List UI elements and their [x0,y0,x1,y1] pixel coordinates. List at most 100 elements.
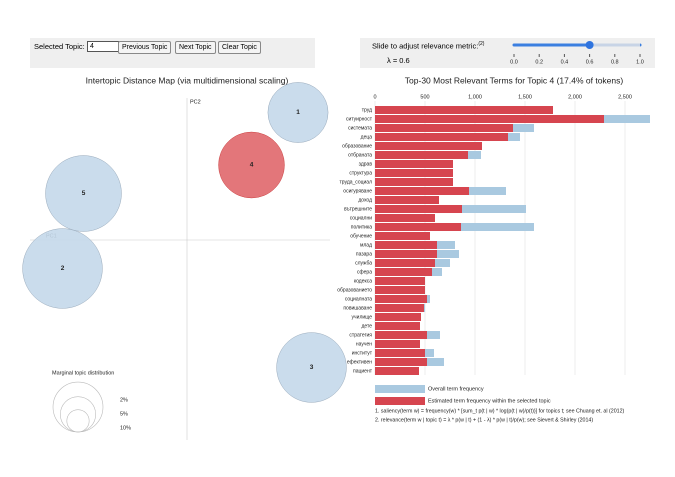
next-button[interactable]: Next Topic [175,41,216,54]
bar [375,268,432,276]
term-label: труда_социал [339,179,372,185]
bar [375,178,453,186]
footnote: 2. relevance(term w | topic t) = λ * p(w… [375,417,593,423]
bar [375,124,513,132]
term-label: обучение [350,233,372,239]
bar [375,322,420,330]
bar [375,151,468,159]
size-legend-circle [60,396,96,433]
term-label: пациент [353,368,373,374]
topic-panel [30,38,315,68]
term-label: стратегия [349,332,372,338]
size-legend-label: 5% [120,411,128,417]
x-tick-label: 2,000 [568,94,582,100]
lambda-label: λ = 0.6 [387,56,410,65]
slider-tick-label: 0.4 [561,59,569,65]
bar [375,223,461,231]
slider-tick-label: 1.0 [636,59,644,65]
legend-label: Overall term frequency [428,386,484,392]
term-label: ситуирност [346,116,373,122]
size-legend-label: 10% [120,425,131,431]
term-label: структура [349,170,372,176]
topic-label: 4 [250,162,254,169]
topic-label: 3 [310,364,314,371]
slider-tick-label: 0.2 [535,59,543,65]
topic-bubble [218,131,285,199]
term-label: сфера [357,269,372,275]
size-legend-circle [66,409,90,433]
topic-label: 2 [61,265,65,272]
slider-tick-label: 0.6 [586,59,594,65]
term-label: социалната [345,296,372,302]
term-label: труд [362,107,372,113]
term-label: отбраната [348,152,372,158]
bar [375,133,508,141]
x-tick-label: 500 [420,94,429,100]
selected-label: Selected Topic: [34,42,85,51]
chart-title: Intertopic Distance Map (via multidimens… [86,75,289,85]
bar [375,169,453,177]
term-label: социални [350,215,372,221]
bar [375,331,427,339]
term-label: млад [360,242,372,248]
bar [375,313,421,321]
prev-button[interactable]: Previous Topic [118,41,172,54]
term-label: училище [352,314,373,320]
x-tick-label: 0 [373,94,376,100]
term-label: политика [351,224,372,230]
term-label: вътрешните [344,206,372,212]
y-axis-label: PC2 [190,99,201,105]
x-tick-label: 2,500 [618,94,632,100]
bar [375,232,430,240]
clear-button[interactable]: Clear Topic [218,41,261,54]
slider-tick-label: 0.8 [611,59,619,65]
slider-tick-label: 0.0 [510,59,518,65]
bar [375,367,419,375]
footnote: 1. saliency(term w) = frequency(w) * [su… [375,408,625,414]
term-label: кодекса [354,278,372,284]
bar [375,295,427,303]
bar [375,304,424,312]
topic-bubble [267,82,329,143]
legend-swatch [375,397,425,405]
term-label: пазара [356,251,372,257]
x-tick-label: 1,000 [468,94,482,100]
term-label: дете [361,323,372,329]
term-label: доход [358,197,372,203]
bar [375,358,427,366]
x-tick-label: 1,500 [518,94,532,100]
slider-note: (2) [478,41,485,47]
legend-swatch [375,385,425,393]
legend-label: Estimated term frequency within the sele… [428,398,551,404]
size-legend-label: 2% [120,397,128,403]
term-label: образованието [337,287,372,293]
term-label: осигуряване [343,188,372,194]
bar [375,106,553,114]
topic-bubble [22,228,103,309]
topic-bubble [276,332,347,403]
bar [375,205,462,213]
term-label: образование [342,143,372,149]
bar [375,214,435,222]
slider-knob [585,41,594,49]
term-label: деца [361,134,373,140]
term-label: системата [348,125,372,131]
topic-label: 5 [82,190,86,197]
bar [375,160,453,168]
bar [375,115,604,123]
bar [375,241,437,249]
bar [375,142,482,150]
term-label: здрав [359,161,373,167]
term-label: повишаване [343,305,372,311]
slider-text: Slide to adjust relevance metric: [372,41,479,51]
bar [375,196,439,204]
bar [375,250,437,258]
bar [375,259,435,267]
term-label: научен [356,341,372,347]
size-legend-circle [52,381,104,433]
bar [375,187,469,195]
bar [375,286,425,294]
chart-title: Top-30 Most Relevant Terms for Topic 4 (… [405,75,624,85]
